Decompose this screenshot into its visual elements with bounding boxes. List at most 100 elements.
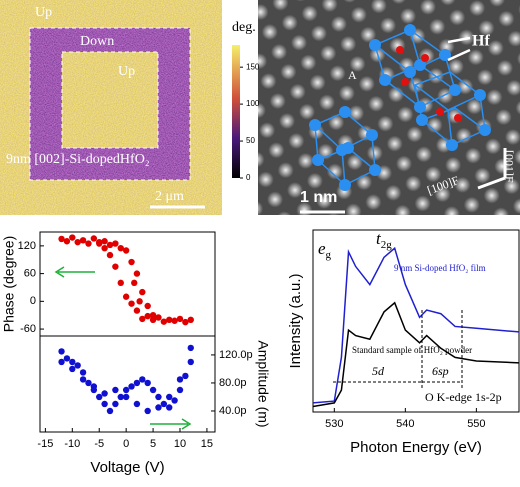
colorbar-tick-label: 100 (246, 99, 260, 108)
point (166, 404, 173, 411)
point (133, 307, 141, 314)
point (128, 300, 135, 307)
x-tick-label: 530 (325, 418, 343, 430)
label: Up (118, 64, 135, 79)
legend-label: Standard sample of HfO₂ powder (352, 345, 472, 355)
x-tick-label: 10 (174, 438, 186, 450)
point (176, 386, 184, 394)
point (96, 240, 103, 247)
point (139, 315, 146, 323)
colorbar-tick-label: 150 (246, 62, 260, 71)
point (144, 407, 151, 415)
o-atoms (396, 46, 462, 122)
point (139, 376, 146, 383)
point (149, 312, 157, 319)
point (122, 393, 130, 401)
point (58, 235, 65, 243)
colorbar-label: deg. (232, 20, 256, 35)
point (69, 365, 76, 373)
point (122, 247, 130, 254)
x-tick-label: 540 (396, 418, 414, 430)
point (131, 279, 138, 287)
point (69, 234, 76, 241)
point (79, 376, 87, 383)
label: Up (35, 5, 52, 20)
plot-frame (39, 335, 216, 433)
label: 2 μm (155, 189, 184, 204)
y-axis-label: Amplitude (m) (255, 340, 271, 427)
label: 9nm [002]-Si-dopedHfO₂ (6, 152, 150, 167)
label: [001]F (502, 150, 516, 183)
point (106, 251, 114, 259)
point (155, 404, 162, 411)
label: Hf (472, 33, 490, 50)
point (144, 379, 151, 387)
point (101, 400, 108, 408)
point (63, 238, 71, 245)
arrows (54, 266, 192, 430)
label: 1 nm (300, 189, 337, 206)
point (187, 316, 194, 324)
sub: 2g (381, 239, 393, 251)
point (74, 362, 81, 369)
point (112, 263, 119, 270)
point (117, 279, 124, 287)
label: Down (80, 34, 114, 49)
edge-label: O K-edge 1s-2p (425, 390, 502, 404)
point (187, 358, 194, 366)
point (117, 244, 124, 252)
point (58, 348, 65, 355)
plot-frame (312, 229, 520, 413)
point (155, 393, 162, 401)
point (160, 400, 168, 408)
point (74, 238, 81, 246)
point (122, 386, 130, 394)
point (133, 379, 141, 387)
line (312, 246, 520, 404)
sub: g (326, 249, 332, 261)
x-tick-label: 15 (201, 438, 213, 450)
outline (61, 51, 159, 149)
y-tick-label: -60 (20, 323, 36, 335)
y-tick-label: 120.0p (219, 349, 253, 361)
point (155, 314, 162, 321)
x-axis-label: Voltage (V) (90, 459, 164, 476)
x-tick-label: 0 (123, 438, 129, 450)
outline (29, 27, 191, 181)
atoms (309, 24, 491, 191)
point (79, 369, 87, 376)
pfm-panel: Up Down Up 9nm [002]-Si-dopedHfO₂ 2 μm d… (0, 0, 256, 215)
peak-label: eg (318, 239, 332, 261)
peak-label: t2g (376, 229, 392, 251)
point (58, 358, 65, 366)
line (312, 301, 520, 408)
stem-panel: A Hf 1 nm [100]F [001]F (258, 0, 520, 215)
point (117, 393, 124, 401)
colorbar (232, 45, 240, 178)
x-tick-label: -15 (37, 438, 53, 450)
point (101, 244, 108, 252)
point (101, 238, 108, 245)
point (166, 393, 173, 401)
point (122, 293, 130, 300)
point (176, 315, 184, 323)
point (171, 397, 178, 404)
band-label: 5d (372, 364, 385, 378)
point (133, 270, 141, 277)
band-label: 6sp (432, 364, 449, 378)
y-tick-label: 80.0p (219, 377, 247, 389)
up-region (62, 52, 158, 148)
point (90, 383, 98, 390)
point (149, 386, 157, 394)
y-tick-label: 60 (24, 268, 36, 280)
point (112, 400, 119, 408)
x-tick-label: -5 (94, 438, 104, 450)
point (160, 318, 168, 325)
y-tick-label: 120 (18, 240, 36, 252)
point (144, 302, 151, 310)
point (139, 288, 146, 296)
point (106, 407, 114, 415)
y-tick-label: 0 (30, 295, 36, 307)
point (133, 400, 141, 408)
